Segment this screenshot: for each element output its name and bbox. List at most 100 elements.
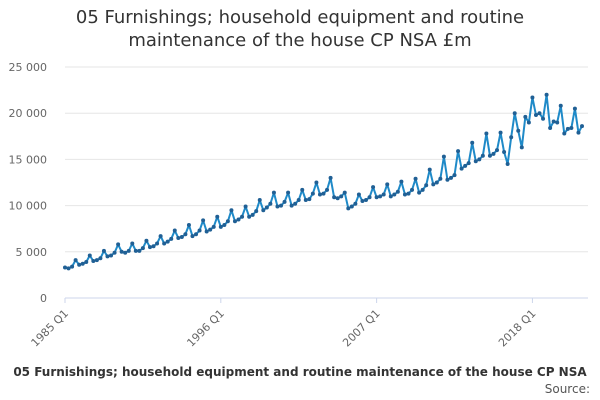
data-point[interactable]	[523, 114, 528, 119]
legend-label[interactable]: 05 Furnishings; household equipment and …	[13, 365, 587, 379]
data-point[interactable]	[197, 228, 202, 233]
data-point[interactable]	[201, 218, 206, 223]
data-point[interactable]	[452, 173, 457, 178]
data-point[interactable]	[558, 103, 563, 108]
data-point[interactable]	[381, 192, 386, 197]
data-point[interactable]	[484, 131, 489, 136]
data-point[interactable]	[94, 258, 99, 263]
data-point[interactable]	[495, 148, 500, 153]
data-point[interactable]	[275, 204, 280, 209]
data-point[interactable]	[264, 205, 269, 210]
data-point[interactable]	[126, 248, 131, 253]
data-point[interactable]	[282, 199, 287, 204]
data-point[interactable]	[87, 253, 92, 258]
data-point[interactable]	[456, 149, 461, 154]
data-point[interactable]	[339, 194, 344, 199]
data-point[interactable]	[551, 119, 556, 124]
data-point[interactable]	[530, 95, 535, 100]
data-point[interactable]	[413, 176, 418, 181]
data-point[interactable]	[243, 204, 248, 209]
data-point[interactable]	[537, 111, 542, 116]
data-point[interactable]	[434, 180, 439, 185]
data-point[interactable]	[367, 195, 372, 200]
data-point[interactable]	[424, 183, 429, 188]
data-point[interactable]	[208, 227, 213, 232]
data-point[interactable]	[544, 92, 549, 97]
data-point[interactable]	[580, 124, 584, 129]
data-point[interactable]	[232, 219, 237, 224]
data-point[interactable]	[509, 135, 514, 140]
data-point[interactable]	[487, 153, 492, 158]
data-point[interactable]	[395, 189, 400, 194]
data-point[interactable]	[473, 159, 478, 164]
data-point[interactable]	[165, 239, 170, 244]
data-point[interactable]	[441, 154, 446, 159]
data-point[interactable]	[130, 241, 135, 246]
data-point[interactable]	[261, 208, 266, 213]
data-point[interactable]	[388, 194, 393, 199]
data-point[interactable]	[342, 190, 347, 195]
data-point[interactable]	[211, 224, 216, 229]
data-point[interactable]	[84, 259, 89, 264]
data-point[interactable]	[392, 192, 397, 197]
data-point[interactable]	[328, 175, 333, 180]
data-point[interactable]	[314, 180, 319, 185]
data-point[interactable]	[402, 192, 407, 197]
data-point[interactable]	[190, 234, 195, 239]
data-point[interactable]	[505, 162, 510, 167]
data-point[interactable]	[463, 163, 468, 168]
data-point[interactable]	[300, 187, 305, 192]
data-point[interactable]	[116, 242, 121, 247]
data-point[interactable]	[378, 194, 383, 199]
series-points[interactable]	[63, 92, 584, 271]
data-point[interactable]	[109, 253, 114, 258]
data-point[interactable]	[572, 106, 577, 111]
data-point[interactable]	[236, 217, 241, 222]
data-point[interactable]	[459, 166, 464, 171]
data-point[interactable]	[112, 250, 117, 255]
data-point[interactable]	[140, 246, 145, 251]
data-point[interactable]	[371, 185, 376, 190]
data-point[interactable]	[250, 212, 255, 217]
data-point[interactable]	[70, 264, 75, 269]
data-point[interactable]	[519, 145, 524, 150]
data-point[interactable]	[162, 241, 167, 246]
data-point[interactable]	[147, 245, 152, 250]
data-point[interactable]	[247, 214, 252, 219]
data-point[interactable]	[498, 130, 503, 135]
data-point[interactable]	[374, 195, 379, 200]
data-point[interactable]	[98, 256, 103, 261]
data-point[interactable]	[477, 157, 482, 162]
data-point[interactable]	[420, 187, 425, 192]
data-point[interactable]	[183, 232, 188, 237]
data-point[interactable]	[172, 228, 177, 233]
data-point[interactable]	[445, 177, 450, 182]
data-point[interactable]	[576, 130, 581, 135]
data-point[interactable]	[176, 235, 181, 240]
data-point[interactable]	[268, 201, 273, 206]
data-point[interactable]	[303, 198, 308, 203]
data-point[interactable]	[470, 140, 475, 145]
data-point[interactable]	[491, 151, 496, 156]
data-point[interactable]	[332, 195, 337, 200]
data-point[interactable]	[194, 232, 199, 237]
data-point[interactable]	[385, 182, 390, 187]
data-point[interactable]	[80, 261, 85, 266]
data-point[interactable]	[448, 175, 453, 180]
data-point[interactable]	[63, 265, 67, 270]
data-point[interactable]	[137, 248, 142, 253]
data-point[interactable]	[222, 223, 227, 228]
data-point[interactable]	[512, 111, 517, 116]
data-point[interactable]	[119, 249, 124, 254]
data-point[interactable]	[466, 161, 471, 166]
data-point[interactable]	[548, 125, 553, 130]
data-point[interactable]	[123, 250, 128, 255]
data-point[interactable]	[417, 190, 422, 195]
data-point[interactable]	[225, 219, 230, 224]
data-point[interactable]	[349, 204, 354, 209]
data-point[interactable]	[133, 248, 138, 253]
data-point[interactable]	[562, 131, 567, 136]
data-point[interactable]	[346, 206, 351, 211]
data-point[interactable]	[555, 120, 560, 125]
data-point[interactable]	[77, 262, 82, 267]
